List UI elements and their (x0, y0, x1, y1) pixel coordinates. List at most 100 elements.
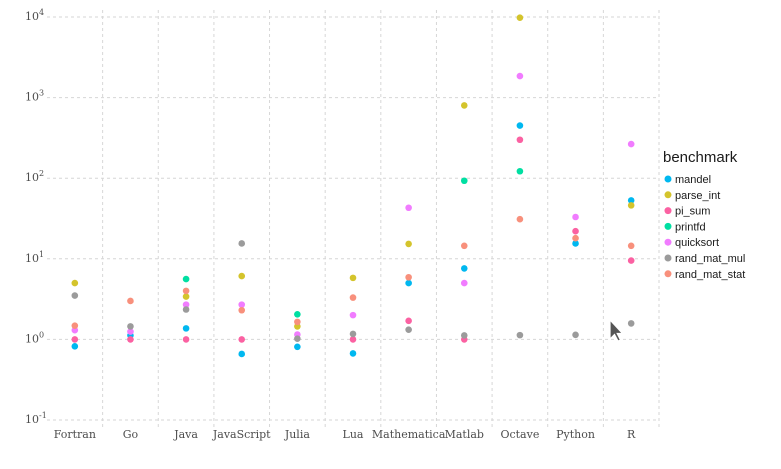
data-point-pi_sum (516, 136, 524, 144)
data-point-parse_int (182, 293, 190, 300)
legend-key-quicksort (664, 238, 672, 246)
grid-lines (47, 10, 660, 427)
data-point-pi_sum (238, 336, 246, 343)
data-point-quicksort (127, 328, 134, 335)
data-point-rand_mat_mul (572, 331, 579, 339)
data-point-mandel (627, 197, 635, 204)
data-point-parse_int (71, 279, 79, 287)
data-point-mandel (516, 122, 524, 129)
y-tick-exponent: 4 (39, 8, 44, 17)
data-point-parse_int (627, 202, 635, 209)
data-point-quicksort (572, 213, 579, 221)
y-tick-base: 10 (25, 252, 39, 265)
y-tick-exponent: -1 (39, 411, 47, 420)
y-tick-base: 10 (25, 171, 39, 184)
data-point-quicksort (516, 72, 524, 80)
data-point-mandel (572, 240, 579, 247)
data-point-printfd (182, 275, 190, 283)
data-point-mandel (460, 265, 468, 272)
data-point-parse_int (294, 323, 301, 330)
y-tick-base: 10 (25, 10, 39, 23)
legend-label-parse_int: parse_int (675, 190, 720, 202)
x-tick-label: R (627, 428, 636, 441)
data-point-rand_mat_mul (627, 320, 635, 327)
mouse-pointer-icon (609, 318, 624, 342)
data-point-pi_sum (572, 227, 579, 235)
data-point-rand_mat_mul (405, 326, 412, 333)
y-tick-label: 102 (25, 169, 44, 184)
data-point-mandel (238, 350, 246, 358)
data-point-mandel (182, 325, 190, 332)
data-point-rand_mat_mul (71, 292, 79, 299)
y-tick-label: 100 (25, 330, 44, 345)
data-point-rand_mat_stat (71, 322, 79, 329)
data-point-rand_mat_mul (182, 306, 190, 313)
y-tick-exponent: 0 (39, 330, 44, 339)
data-point-rand_mat_stat (127, 297, 134, 305)
data-point-parse_int (238, 272, 246, 280)
y-tick-base: 10 (25, 413, 39, 426)
data-point-parse_int (460, 102, 468, 109)
legend-key-rand_mat_stat (664, 270, 672, 278)
x-tick-label: Python (556, 428, 595, 441)
y-tick-label: 10-1 (25, 411, 47, 426)
data-point-printfd (460, 177, 468, 185)
x-tick-label: Octave (500, 428, 539, 441)
x-tick-label: Matlab (445, 428, 484, 441)
y-tick-label: 101 (25, 250, 44, 265)
data-point-pi_sum (71, 336, 79, 343)
y-tick-base: 10 (25, 332, 39, 345)
data-point-parse_int (349, 274, 357, 282)
legend-title: benchmark (663, 149, 738, 166)
legend-key-pi_sum (664, 207, 672, 215)
x-tick-label: Java (173, 428, 198, 441)
data-point-parse_int (516, 14, 524, 22)
data-point-mandel (294, 343, 301, 351)
data-point-pi_sum (127, 336, 134, 343)
y-tick-exponent: 3 (39, 89, 44, 98)
data-point-rand_mat_stat (238, 306, 246, 314)
data-point-printfd (294, 310, 301, 318)
legend-label-quicksort: quicksort (675, 237, 719, 249)
data-point-quicksort (349, 311, 357, 319)
x-tick-label: JavaScript (212, 428, 271, 441)
data-point-rand_mat_mul (460, 332, 468, 339)
legend-key-mandel (664, 175, 672, 183)
data-point-rand_mat_stat (349, 294, 357, 301)
legend-label-printfd: printfd (675, 221, 706, 233)
data-point-rand_mat_mul (238, 240, 246, 247)
data-point-mandel (71, 343, 79, 350)
x-tick-label: Mathematica (372, 428, 446, 441)
legend-key-rand_mat_mul (664, 254, 672, 262)
data-point-rand_mat_stat (182, 287, 190, 295)
data-point-printfd (516, 167, 524, 175)
x-tick-label: Fortran (54, 428, 96, 441)
data-point-rand_mat_mul (294, 335, 301, 343)
y-tick-label: 104 (25, 8, 44, 23)
legend-label-rand_mat_mul: rand_mat_mul (675, 253, 745, 265)
data-point-rand_mat_stat (572, 234, 579, 242)
data-point-quicksort (627, 140, 635, 148)
data-point-rand_mat_stat (460, 242, 468, 250)
x-tick-label: Go (123, 428, 139, 441)
data-point-rand_mat_mul (516, 331, 524, 339)
data-point-pi_sum (182, 336, 190, 343)
data-point-quicksort (460, 279, 468, 287)
data-point-quicksort (71, 326, 79, 334)
data-point-quicksort (182, 301, 190, 308)
legend-label-pi_sum: pi_sum (675, 206, 710, 218)
legend-label-mandel: mandel (675, 174, 711, 186)
data-point-rand_mat_stat (627, 242, 635, 250)
data-point-parse_int (405, 240, 412, 248)
data-point-rand_mat_mul (127, 323, 134, 330)
legend-key-parse_int (664, 191, 672, 199)
x-tick-label: Julia (284, 428, 311, 441)
legend-label-rand_mat_stat: rand_mat_stat (675, 269, 745, 281)
data-point-rand_mat_stat (516, 215, 524, 223)
y-tick-exponent: 2 (39, 169, 44, 178)
data-point-rand_mat_stat (405, 273, 412, 281)
